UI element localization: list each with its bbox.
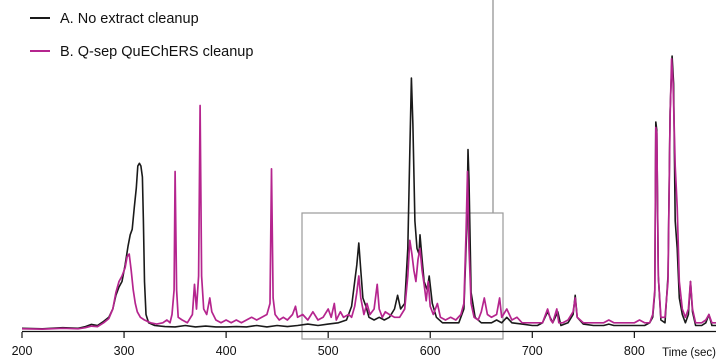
x-tick-label: 400	[216, 344, 237, 358]
x-axis-ticks: 200 300 400 500 600 700 800	[12, 332, 645, 358]
x-axis-title: Time (sec)	[662, 347, 716, 359]
series-line-b	[21, 57, 716, 330]
x-tick-label: 700	[522, 344, 543, 358]
x-tick-label: 500	[318, 344, 339, 358]
x-tick-label: 800	[624, 344, 645, 358]
series-line-a	[21, 55, 716, 330]
series-layer	[21, 55, 716, 330]
zoom-region-box	[301, 212, 504, 340]
x-tick-label: 200	[12, 344, 33, 358]
legend: A. No extract cleanup B. Q-sep QuEChERS …	[30, 11, 253, 60]
x-tick-label: 300	[114, 344, 135, 358]
legend-label-a: A. No extract cleanup	[60, 11, 199, 27]
inset-overlay	[301, 0, 504, 340]
x-tick-label: 600	[420, 344, 441, 358]
legend-label-b: B. Q-sep QuEChERS cleanup	[60, 44, 253, 60]
